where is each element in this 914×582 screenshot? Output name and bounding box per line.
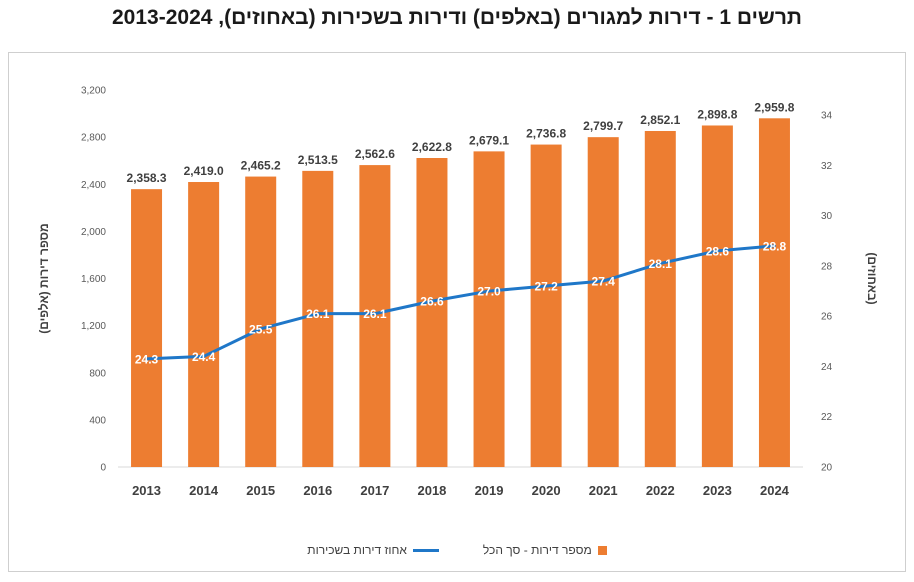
y-left-tick-label: 2,000 (81, 227, 106, 238)
bar-data-label: 2,898.8 (697, 107, 737, 121)
bar (416, 158, 448, 467)
line-data-label: 27.0 (477, 285, 501, 299)
line-data-label: 25.5 (249, 322, 273, 336)
x-tick-label: 2022 (646, 483, 675, 498)
bars-group (131, 118, 790, 468)
y-right-tick-label: 32 (821, 161, 833, 172)
legend-label-bars: מספר דירות - סך הכל (482, 543, 592, 557)
x-tick-label: 2024 (760, 483, 790, 498)
bar-data-label: 2,622.8 (412, 140, 452, 154)
chart-frame (8, 52, 906, 572)
y-left-tick-label: 2,400 (81, 180, 106, 191)
x-tick-label: 2018 (417, 483, 446, 498)
x-tick-label: 2016 (303, 483, 332, 498)
bar (131, 189, 163, 467)
bar (530, 144, 562, 468)
x-tick-label: 2015 (246, 483, 275, 498)
chart-title: תרשים 1 - דירות למגורים (באלפים) ודירות … (112, 6, 802, 29)
x-tick-label: 2014 (189, 483, 219, 498)
bar-data-label: 2,562.6 (355, 147, 395, 161)
y-right-tick-label: 22 (821, 412, 833, 423)
bar-data-label: 2,799.7 (583, 119, 623, 133)
y-right-tick-label: 24 (821, 362, 833, 373)
axes-group: 04008001,2001,6002,0002,4002,8003,200202… (37, 86, 879, 499)
y-right-tick-label: 34 (821, 111, 833, 122)
bar-data-label: 2,358.3 (127, 171, 167, 185)
bar-data-label: 2,419.0 (184, 164, 224, 178)
line-data-label: 27.4 (592, 275, 616, 289)
legend-label-line: אחוז דירות בשכירות (307, 543, 407, 557)
bar (644, 130, 676, 467)
legend-item-line: אחוז דירות בשכירות (307, 540, 439, 560)
x-tick-label: 2019 (475, 483, 504, 498)
y-right-tick-label: 30 (821, 211, 833, 222)
y-left-tick-label: 3,200 (81, 86, 106, 97)
labels-group: 2,358.3 2,419.0 2,465.2 2,513.5 2,562.6 2,622… (127, 100, 795, 366)
bar-data-label: 2,736.8 (526, 127, 566, 141)
bar (587, 137, 619, 467)
bar-data-label: 2,465.2 (241, 159, 281, 173)
bar-data-label: 2,852.1 (640, 113, 680, 127)
line-data-label: 28.8 (763, 239, 787, 253)
legend-swatch-bars (597, 545, 607, 555)
legend: מספר דירות - סך הכל אחוז דירות בשכירות (0, 540, 914, 560)
y-left-tick-label: 0 (100, 463, 106, 474)
bar (302, 170, 334, 467)
x-tick-label: 2021 (589, 483, 618, 498)
legend-item-bars: מספר דירות - סך הכל (483, 540, 607, 560)
y-left-tick-label: 1,200 (81, 321, 106, 332)
bar-data-label: 2,513.5 (298, 153, 338, 167)
y-right-tick-label: 28 (821, 261, 833, 272)
bar-data-label: 2,959.8 (754, 100, 794, 114)
line-data-label: 24.3 (135, 352, 159, 366)
x-tick-label: 2020 (532, 483, 561, 498)
bar (473, 151, 505, 467)
bar (701, 125, 733, 468)
bar (359, 165, 391, 467)
y-right-axis-title: (באחוזים) (865, 252, 879, 304)
line-data-label: 27.2 (534, 280, 558, 294)
bar (245, 176, 277, 468)
y-right-tick-label: 20 (821, 463, 833, 474)
line-series (145, 244, 776, 361)
line-data-label: 26.1 (363, 307, 387, 321)
x-tick-label: 2013 (132, 483, 161, 498)
line-group (145, 244, 776, 361)
y-left-tick-label: 2,800 (81, 133, 106, 144)
y-right-tick-label: 26 (821, 312, 833, 323)
line-data-label: 28.1 (649, 257, 673, 271)
line-data-label: 26.1 (306, 307, 330, 321)
y-left-axis-title: מספר דירות (אלפים) (37, 223, 51, 334)
bar (188, 182, 220, 467)
bar-data-label: 2,679.1 (469, 133, 509, 147)
y-left-tick-label: 400 (89, 415, 106, 426)
line-data-label: 28.6 (706, 244, 730, 258)
x-tick-label: 2023 (703, 483, 732, 498)
legend-swatch-line (412, 548, 439, 552)
line-data-label: 24.4 (192, 350, 216, 364)
bar (758, 118, 790, 468)
y-left-tick-label: 800 (89, 368, 106, 379)
y-left-tick-label: 1,600 (81, 274, 106, 285)
line-data-label: 26.6 (420, 295, 444, 309)
x-tick-label: 2017 (360, 483, 389, 498)
